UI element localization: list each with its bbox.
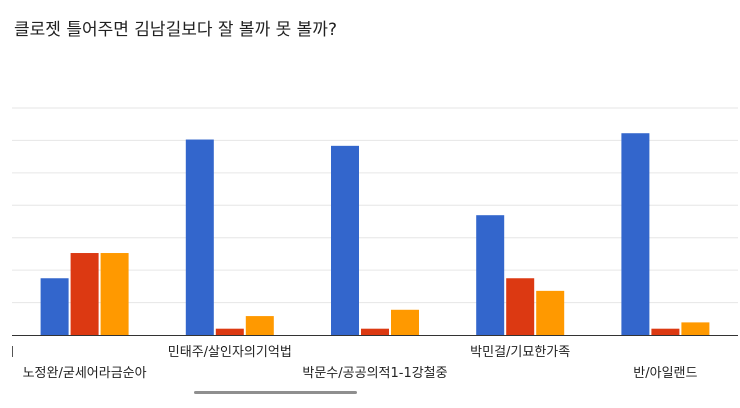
x-tick-label: 반/아일랜드 bbox=[633, 366, 697, 381]
bar-1-5 bbox=[621, 133, 650, 335]
x-tick-label: 민태주/살인자의기억법 bbox=[168, 345, 292, 360]
bar-3-4 bbox=[536, 290, 565, 335]
bar-2-1 bbox=[70, 253, 99, 335]
bar-1-1 bbox=[40, 278, 69, 335]
bar-1-2 bbox=[185, 139, 214, 335]
horizontal-scrollbar[interactable] bbox=[194, 391, 357, 394]
bar-2-3 bbox=[361, 328, 389, 335]
bar-2-5 bbox=[651, 328, 680, 335]
x-tick-label: 박민걸/기묘한가족 bbox=[470, 345, 570, 360]
bar-2-2 bbox=[215, 328, 244, 335]
bar-3-5 bbox=[681, 322, 710, 335]
x-tick-label: 노정완/굳세어라금순아 bbox=[23, 366, 147, 381]
bar-3-2 bbox=[245, 316, 274, 335]
bar-1-4 bbox=[476, 215, 505, 335]
bar-3-1 bbox=[100, 253, 129, 335]
bar-2-4 bbox=[506, 278, 535, 335]
chart-title: 클로젯 틀어주면 김남길보다 잘 볼까 못 볼까? bbox=[14, 20, 337, 40]
bar-3-3 bbox=[391, 309, 419, 335]
x-tick-label: 박문수/공공의적1-1강철중 bbox=[302, 366, 447, 381]
bar-1-3 bbox=[331, 145, 359, 335]
